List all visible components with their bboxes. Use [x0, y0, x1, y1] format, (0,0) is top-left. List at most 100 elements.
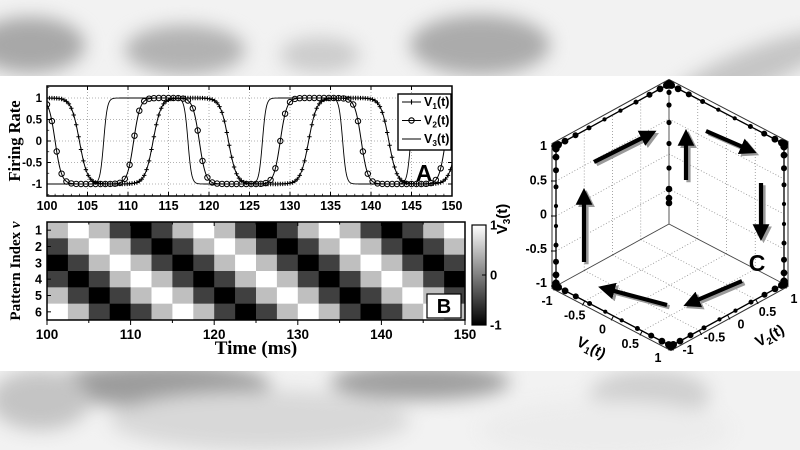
v1-axis-tick — [639, 330, 643, 336]
trajectory-dot — [553, 184, 559, 190]
series-marker-circle — [413, 180, 420, 188]
v3-tick-label: 0.5 — [530, 173, 547, 187]
heatmap-cell — [67, 303, 90, 321]
heatmap-cell — [47, 287, 69, 304]
v2-tick-label: 1 — [791, 292, 798, 306]
heatmap-cell — [172, 287, 194, 304]
series-marker-circle — [422, 180, 430, 188]
heatmap-cell — [235, 222, 257, 239]
panel-c-label: C — [749, 250, 766, 276]
heatmap-cell — [235, 303, 257, 321]
series-marker-circle — [194, 127, 201, 134]
heatmap-cell — [360, 303, 382, 321]
heatmap-cell — [47, 303, 69, 321]
series-marker-circle — [131, 132, 138, 139]
trajectory-corner-dot — [665, 80, 673, 88]
heatmap-cell — [193, 287, 215, 304]
heatmap-cell — [193, 238, 215, 255]
grid-line — [555, 153, 670, 217]
grid-line — [642, 268, 756, 332]
heatmap-cell — [193, 254, 215, 272]
heatmap-cell — [151, 287, 173, 304]
row-label: 6 — [35, 305, 42, 319]
back-edge-dot — [666, 165, 672, 171]
colorbar-tick-label: -1 — [490, 318, 502, 333]
heatmap-cell — [172, 238, 194, 255]
direction-arrow-bottom-right-left — [683, 279, 743, 308]
series-marker-circle — [281, 110, 289, 117]
heatmap-cell — [109, 271, 131, 288]
heatmap-cell — [276, 287, 299, 304]
v1-tick-label: 0.5 — [622, 337, 639, 351]
trajectory-dot — [676, 337, 684, 345]
heatmap-cell — [297, 287, 319, 304]
v1-axis-tick — [582, 300, 586, 306]
series-marker-circle — [53, 148, 60, 155]
trajectory-corner-dot — [552, 142, 560, 150]
heatmap-cell — [339, 238, 361, 255]
heatmap-cell — [381, 303, 403, 321]
heatmap-cell — [47, 271, 69, 288]
trajectory-dot — [733, 308, 738, 313]
grid-line — [555, 188, 670, 252]
heatmap-cell — [214, 303, 236, 321]
grid-line — [584, 270, 700, 331]
grid-line — [668, 188, 785, 250]
back-edge-dot — [666, 140, 672, 147]
series-marker-circle — [272, 165, 279, 172]
heatmap-cell — [276, 254, 299, 272]
heatmap-cell — [172, 222, 194, 239]
v2-axis-label: V2(t) — [752, 321, 788, 352]
heatmap-cell — [151, 303, 173, 321]
series-marker-circle — [354, 117, 362, 125]
legend-plus-marker — [407, 99, 413, 105]
series-marker-circle — [184, 97, 192, 104]
direction-arrow-top-right-down — [705, 129, 757, 155]
series-marker-circle — [58, 170, 65, 177]
v3-tick-label: 1 — [540, 139, 547, 153]
v2-tick-label: 0 — [738, 318, 745, 332]
trajectory-dot — [781, 165, 787, 172]
heatmap-cell — [444, 222, 466, 239]
time-axis-label: Time (ms) — [215, 338, 298, 359]
grid-line — [584, 238, 698, 302]
series-marker-circle — [437, 165, 444, 172]
heatmap-cell — [339, 303, 361, 321]
heatmap-cell — [318, 271, 340, 288]
v2-axis-tick — [755, 299, 759, 305]
x-tick-label: 110 — [120, 327, 142, 342]
heatmap-cell — [318, 238, 340, 255]
heatmap-cell — [423, 222, 445, 239]
heatmap-cell — [109, 254, 131, 272]
heatmap-cell — [193, 222, 215, 239]
heatmap-cell — [47, 238, 69, 255]
heatmap-cell — [214, 254, 236, 272]
heatmap-cell — [402, 254, 424, 272]
trajectory-dot — [572, 132, 579, 139]
trajectory-dot — [656, 85, 664, 93]
x-tick-label: 135 — [320, 199, 341, 213]
series-marker-circle — [286, 98, 294, 106]
heatmap-cell — [172, 254, 194, 272]
v2-tick-label: -0.5 — [704, 330, 726, 344]
trajectory-dot — [780, 151, 788, 159]
v3-tick-label: -1 — [536, 276, 547, 290]
trajectory-dot — [717, 317, 722, 322]
trajectory-dot — [553, 223, 559, 229]
trajectory-corner-dot — [780, 140, 788, 148]
heatmap-cell — [444, 271, 466, 288]
background-blob — [480, 400, 730, 450]
heatmap-cell — [193, 271, 215, 288]
heatmap-cell — [444, 238, 466, 255]
trajectory-dot — [553, 167, 559, 174]
heatmap-cell — [67, 222, 90, 239]
heatmap-cell — [67, 238, 90, 255]
heatmap-cell — [256, 254, 278, 272]
legend: V1(t) V2(t) V3(t) — [397, 93, 452, 151]
x-tick-label: 150 — [454, 327, 477, 342]
colorbar-tick-label: 1 — [490, 218, 497, 233]
heatmap-cell — [109, 303, 131, 321]
trajectory-dot — [586, 125, 592, 131]
heatmap-cell — [276, 222, 299, 239]
